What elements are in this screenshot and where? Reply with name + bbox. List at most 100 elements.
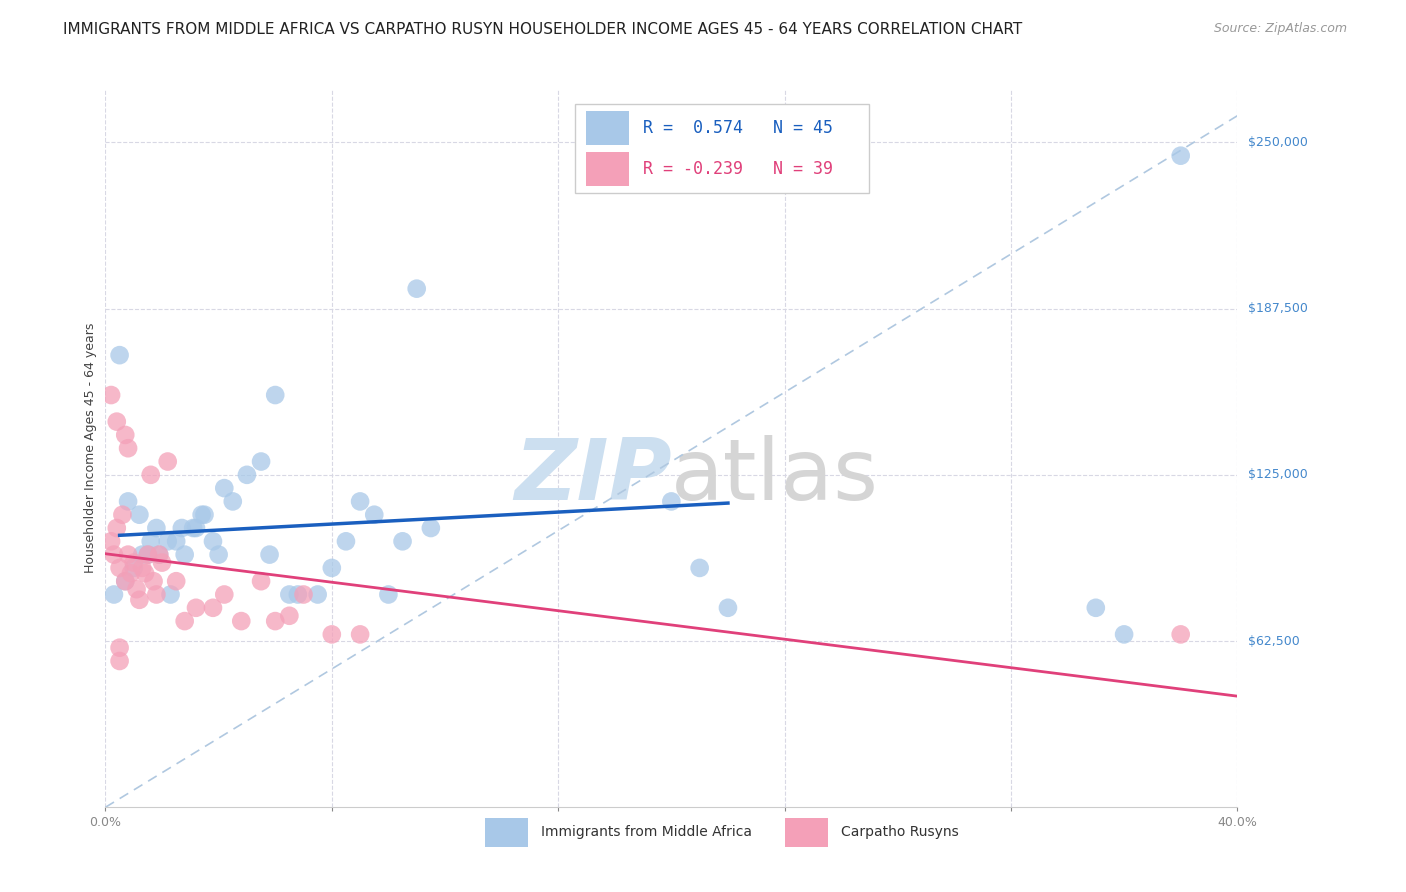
Point	[349, 627, 371, 641]
Point	[108, 348, 131, 362]
Point	[145, 521, 167, 535]
Point	[335, 534, 357, 549]
Point	[165, 574, 187, 589]
Point	[661, 494, 683, 508]
Point	[264, 388, 287, 402]
Point	[128, 508, 150, 522]
Point	[278, 587, 301, 601]
Point	[131, 561, 153, 575]
Point	[105, 521, 128, 535]
Point	[117, 494, 139, 508]
Point	[222, 494, 245, 508]
Point	[201, 600, 224, 615]
Point	[250, 454, 273, 468]
Point	[184, 521, 207, 535]
Text: $250,000: $250,000	[1249, 136, 1308, 149]
Text: Source: ZipAtlas.com: Source: ZipAtlas.com	[1213, 22, 1347, 36]
Text: $125,000: $125,000	[1249, 468, 1308, 482]
Point	[117, 548, 139, 562]
Point	[165, 534, 187, 549]
Point	[128, 592, 150, 607]
Point	[111, 508, 134, 522]
Text: $187,500: $187,500	[1249, 302, 1308, 315]
Point	[148, 548, 170, 562]
Text: Carpatho Rusyns: Carpatho Rusyns	[841, 825, 959, 839]
Text: IMMIGRANTS FROM MIDDLE AFRICA VS CARPATHO RUSYN HOUSEHOLDER INCOME AGES 45 - 64 : IMMIGRANTS FROM MIDDLE AFRICA VS CARPATH…	[63, 22, 1022, 37]
Point	[148, 548, 170, 562]
Point	[292, 587, 315, 601]
Point	[170, 521, 193, 535]
Point	[150, 556, 173, 570]
Point	[181, 521, 204, 535]
Text: Immigrants from Middle Africa: Immigrants from Middle Africa	[541, 825, 752, 839]
Point	[100, 388, 122, 402]
Point	[419, 521, 441, 535]
Text: $62,500: $62,500	[1249, 634, 1301, 648]
Point	[136, 548, 159, 562]
Point	[108, 640, 131, 655]
Text: R = -0.239   N = 39: R = -0.239 N = 39	[643, 160, 834, 178]
Text: ZIP: ZIP	[513, 435, 672, 518]
Point	[321, 627, 343, 641]
Point	[193, 508, 215, 522]
Point	[208, 548, 231, 562]
Point	[236, 467, 259, 482]
Point	[405, 282, 427, 296]
Bar	[485, 818, 527, 847]
Bar	[785, 818, 828, 847]
Point	[307, 587, 329, 601]
Point	[250, 574, 273, 589]
Bar	[586, 152, 630, 186]
Point	[136, 548, 159, 562]
Point	[190, 508, 212, 522]
Point	[156, 454, 179, 468]
Point	[131, 548, 153, 562]
Point	[391, 534, 413, 549]
Point	[100, 534, 122, 549]
Point	[114, 574, 136, 589]
Point	[108, 654, 131, 668]
Point	[103, 587, 125, 601]
Text: R =  0.574   N = 45: R = 0.574 N = 45	[643, 119, 834, 137]
Point	[264, 614, 287, 628]
Point	[117, 442, 139, 455]
FancyBboxPatch shape	[575, 103, 869, 194]
Point	[201, 534, 224, 549]
Point	[125, 582, 148, 597]
Point	[173, 614, 195, 628]
Point	[114, 574, 136, 589]
Point	[231, 614, 253, 628]
Point	[377, 587, 399, 601]
Point	[717, 600, 740, 615]
Point	[159, 587, 181, 601]
Point	[1084, 600, 1107, 615]
Point	[173, 548, 195, 562]
Point	[103, 548, 125, 562]
Point	[114, 428, 136, 442]
Bar	[586, 111, 630, 145]
Point	[321, 561, 343, 575]
Point	[145, 587, 167, 601]
Point	[214, 587, 236, 601]
Point	[1170, 149, 1192, 163]
Point	[134, 566, 156, 581]
Point	[1114, 627, 1136, 641]
Point	[105, 415, 128, 429]
Point	[259, 548, 281, 562]
Text: atlas: atlas	[672, 435, 879, 518]
Point	[122, 556, 145, 570]
Point	[349, 494, 371, 508]
Point	[120, 566, 142, 581]
Point	[287, 587, 309, 601]
Point	[156, 534, 179, 549]
Point	[139, 467, 162, 482]
Point	[122, 561, 145, 575]
Point	[689, 561, 711, 575]
Y-axis label: Householder Income Ages 45 - 64 years: Householder Income Ages 45 - 64 years	[84, 323, 97, 574]
Point	[214, 481, 236, 495]
Point	[363, 508, 385, 522]
Point	[1170, 627, 1192, 641]
Point	[108, 561, 131, 575]
Point	[142, 574, 165, 589]
Point	[184, 600, 207, 615]
